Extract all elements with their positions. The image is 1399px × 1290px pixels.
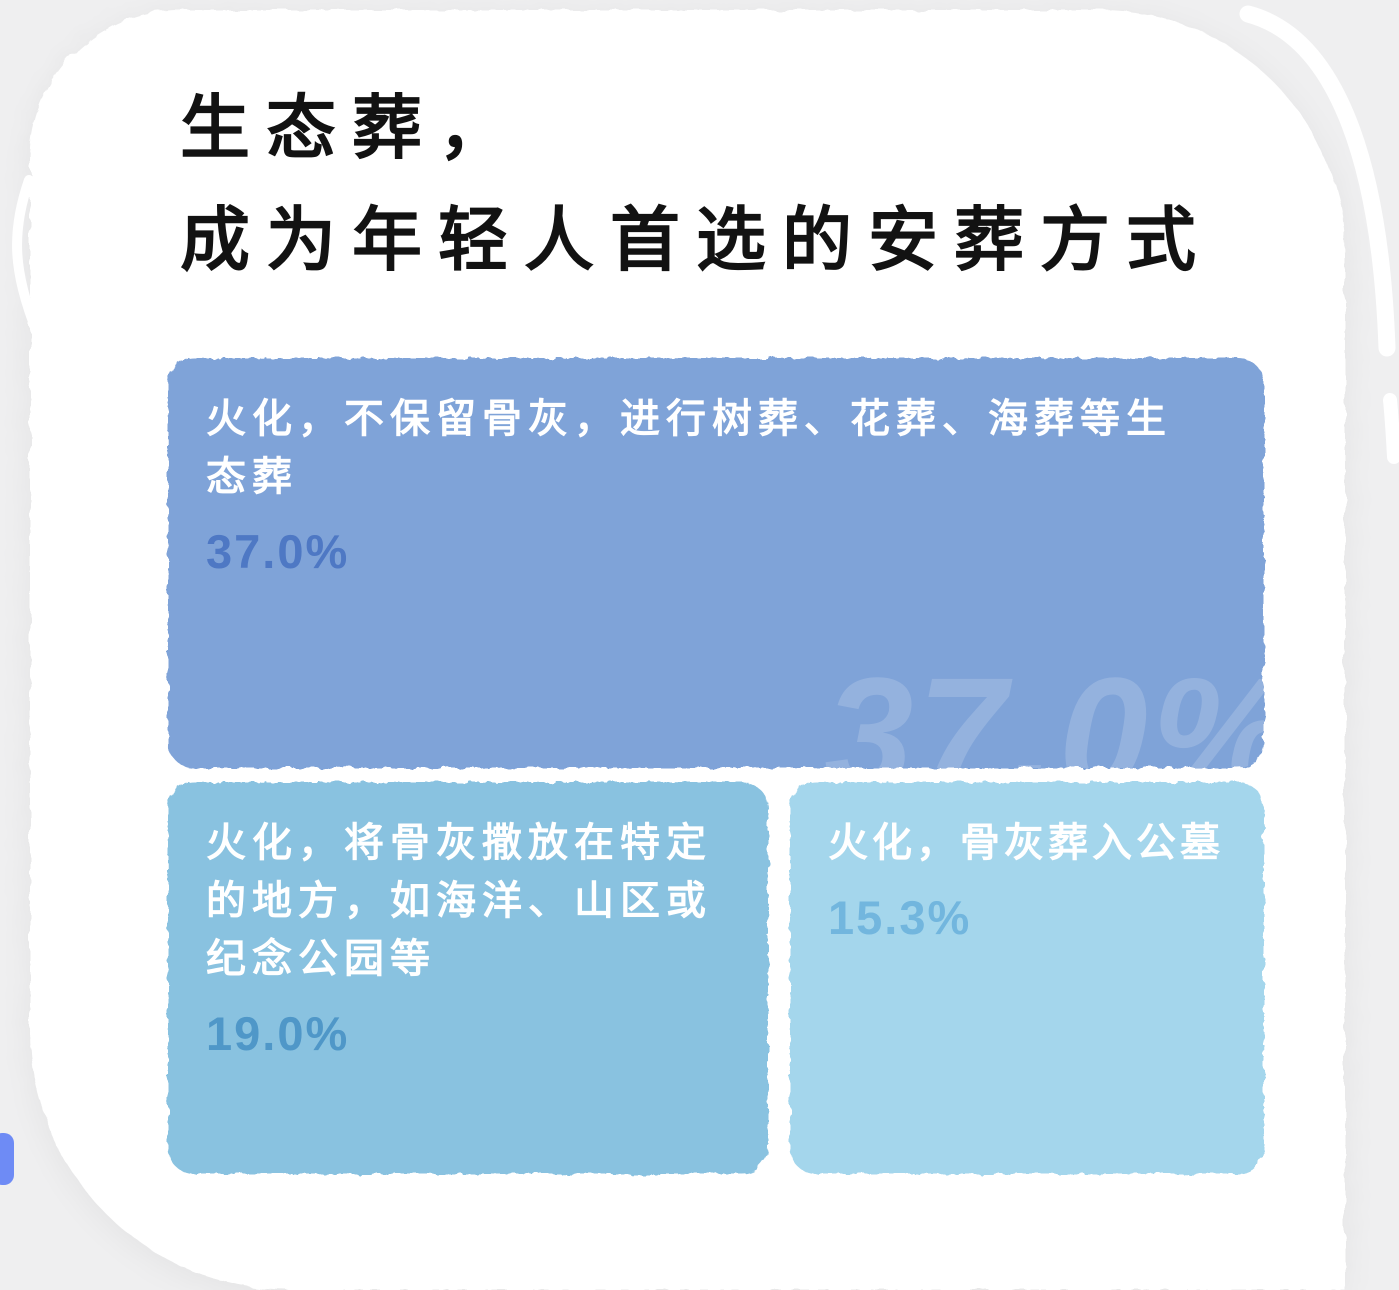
corner-tab [0, 1133, 14, 1185]
card-content: 火化，骨灰葬入公墓 15.3% [790, 782, 1264, 977]
page-title-line1: 生态葬， [180, 89, 524, 167]
card-watermark: 37.0% [824, 644, 1264, 769]
option-card-cemetery: 火化，骨灰葬入公墓 15.3% [790, 782, 1264, 1174]
option-label: 火化，骨灰葬入公墓 [828, 821, 1224, 865]
option-card-eco-burial: 37.0% 火化，不保留骨灰，进行树葬、花葬、海葬等生态葬 37.0% [168, 358, 1264, 768]
option-percentage: 15.3% [828, 891, 972, 944]
page-title-line2: 成为年轻人首选的安葬方式 [180, 201, 1212, 279]
option-label: 火化，不保留骨灰，进行树葬、花葬、海葬等生态葬 [206, 397, 1172, 499]
infographic-stage: 生态葬， 成为年轻人首选的安葬方式 37.0% 火化，不保留骨灰，进行树葬、花葬… [0, 5, 1399, 1290]
card-content: 火化，将骨灰撒放在特定的地方，如海洋、山区或纪念公园等 19.0% [168, 782, 768, 1093]
option-card-scatter-ashes: 火化，将骨灰撒放在特定的地方，如海洋、山区或纪念公园等 19.0% [168, 782, 768, 1174]
option-label: 火化，将骨灰撒放在特定的地方，如海洋、山区或纪念公园等 [206, 821, 712, 981]
card-background [168, 782, 768, 1174]
card-watermark-clip: 37.0% [168, 358, 1264, 769]
page-title: 生态葬， 成为年轻人首选的安葬方式 [180, 72, 1212, 296]
sketch-dash-right [1383, 393, 1399, 464]
option-percentage: 19.0% [206, 1007, 350, 1060]
card-background [168, 358, 1264, 768]
card-background [790, 782, 1264, 1174]
card-content: 火化，不保留骨灰，进行树葬、花葬、海葬等生态葬 37.0% [168, 358, 1264, 611]
option-percentage: 37.0% [206, 525, 350, 578]
